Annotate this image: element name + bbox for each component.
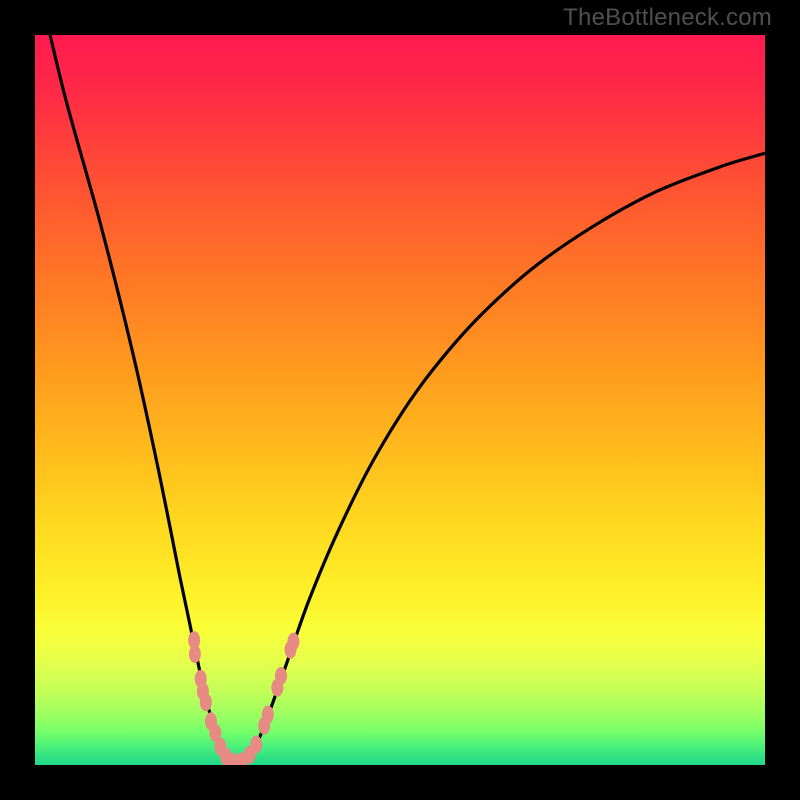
data-marker (262, 706, 274, 724)
data-marker (200, 693, 212, 711)
data-marker (189, 645, 201, 663)
data-marker (287, 633, 299, 651)
data-marker (275, 667, 287, 685)
chart-svg (35, 35, 765, 765)
watermark-text: TheBottleneck.com (563, 4, 772, 32)
data-marker (250, 736, 262, 754)
marker-group (188, 631, 299, 765)
curve-path (35, 35, 765, 763)
plot-area (35, 35, 765, 765)
